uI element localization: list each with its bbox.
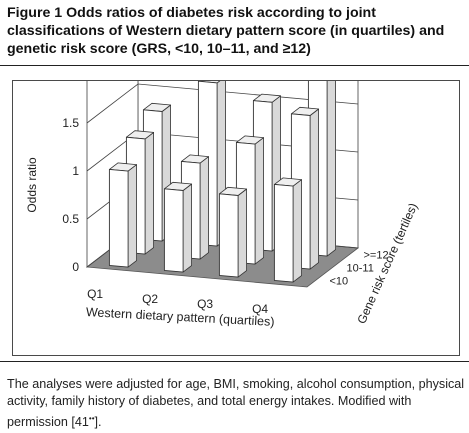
figure-note-sup: •• — [88, 414, 95, 423]
bar-side — [182, 183, 193, 273]
figure-title: Figure 1 Odds ratios of diabetes risk ac… — [7, 5, 445, 57]
bar — [218, 186, 248, 278]
top-rule — [0, 65, 469, 66]
bar-side — [254, 137, 265, 265]
bar — [163, 181, 193, 273]
bar — [108, 162, 137, 268]
x-tick-label: Q1 — [87, 287, 103, 301]
bar-front — [163, 188, 184, 273]
bar-side — [309, 108, 320, 270]
figure-note-end: ]. — [94, 415, 102, 430]
bar-side — [199, 156, 210, 260]
depth-tick-label: >=12 — [364, 250, 389, 262]
bar-front — [218, 193, 239, 278]
y-axis-label: Odds ratio — [25, 157, 39, 213]
bar-side — [237, 188, 248, 278]
x-tick-label: Q3 — [197, 297, 213, 311]
y-tick-label: 0.5 — [62, 212, 79, 226]
bottom-rule — [0, 361, 469, 362]
y-tick-label: 1 — [72, 164, 79, 178]
y-tick-label: 2 — [72, 81, 79, 82]
x-axis-label: Western dietary pattern (quartiles) — [86, 305, 275, 329]
figure-note: The analyses were adjusted for age, BMI,… — [7, 376, 467, 431]
depth-tick-label: <10 — [330, 276, 349, 288]
figure-note-text: The analyses were adjusted for age, BMI,… — [7, 377, 465, 430]
bar — [273, 177, 303, 283]
x-tick-label: Q2 — [142, 292, 158, 306]
bar-front — [273, 183, 294, 283]
y-tick-label: 1.5 — [62, 116, 79, 130]
bar-side — [127, 164, 137, 268]
bar-side — [144, 132, 155, 255]
bar-side — [292, 179, 303, 283]
bar-side — [326, 81, 337, 257]
gridline — [86, 83, 359, 124]
y-tick-label: 0 — [72, 260, 79, 274]
bar-front — [108, 168, 129, 268]
x-tick-label: Q4 — [252, 302, 268, 316]
depth-tick-label: 10-11 — [347, 263, 374, 275]
